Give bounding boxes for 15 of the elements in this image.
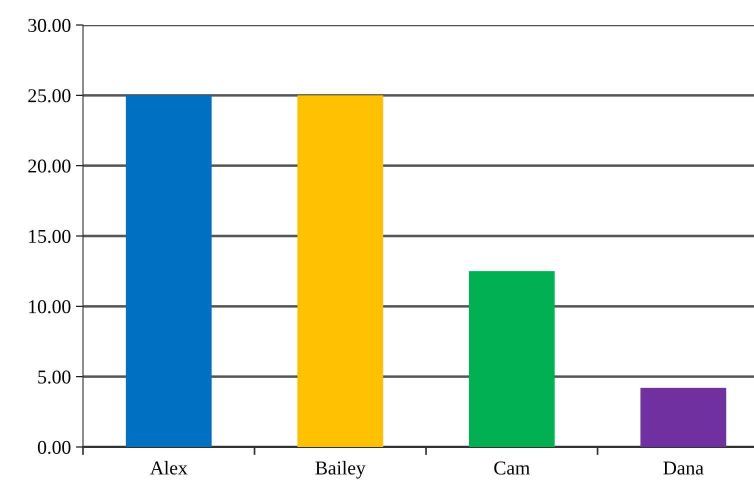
y-tick-label: 0.00 (38, 440, 70, 454)
y-tick-label: 25.00 (28, 89, 70, 102)
x-tick-label: Cam (494, 462, 530, 475)
y-tick-label: 20.00 (28, 159, 70, 173)
y-tick-label: 30.00 (28, 18, 70, 32)
x-tick-label: Dana (663, 462, 704, 475)
bar (297, 95, 384, 447)
y-tick-label: 10.00 (29, 300, 70, 314)
x-tick-label: Bailey (315, 460, 366, 479)
y-tick-label: 5.00 (38, 370, 70, 384)
x-tick-label: Alex (150, 460, 188, 475)
bar (468, 271, 555, 447)
bar (126, 95, 212, 447)
bar (640, 388, 726, 447)
y-tick-label: 15.00 (29, 230, 70, 244)
